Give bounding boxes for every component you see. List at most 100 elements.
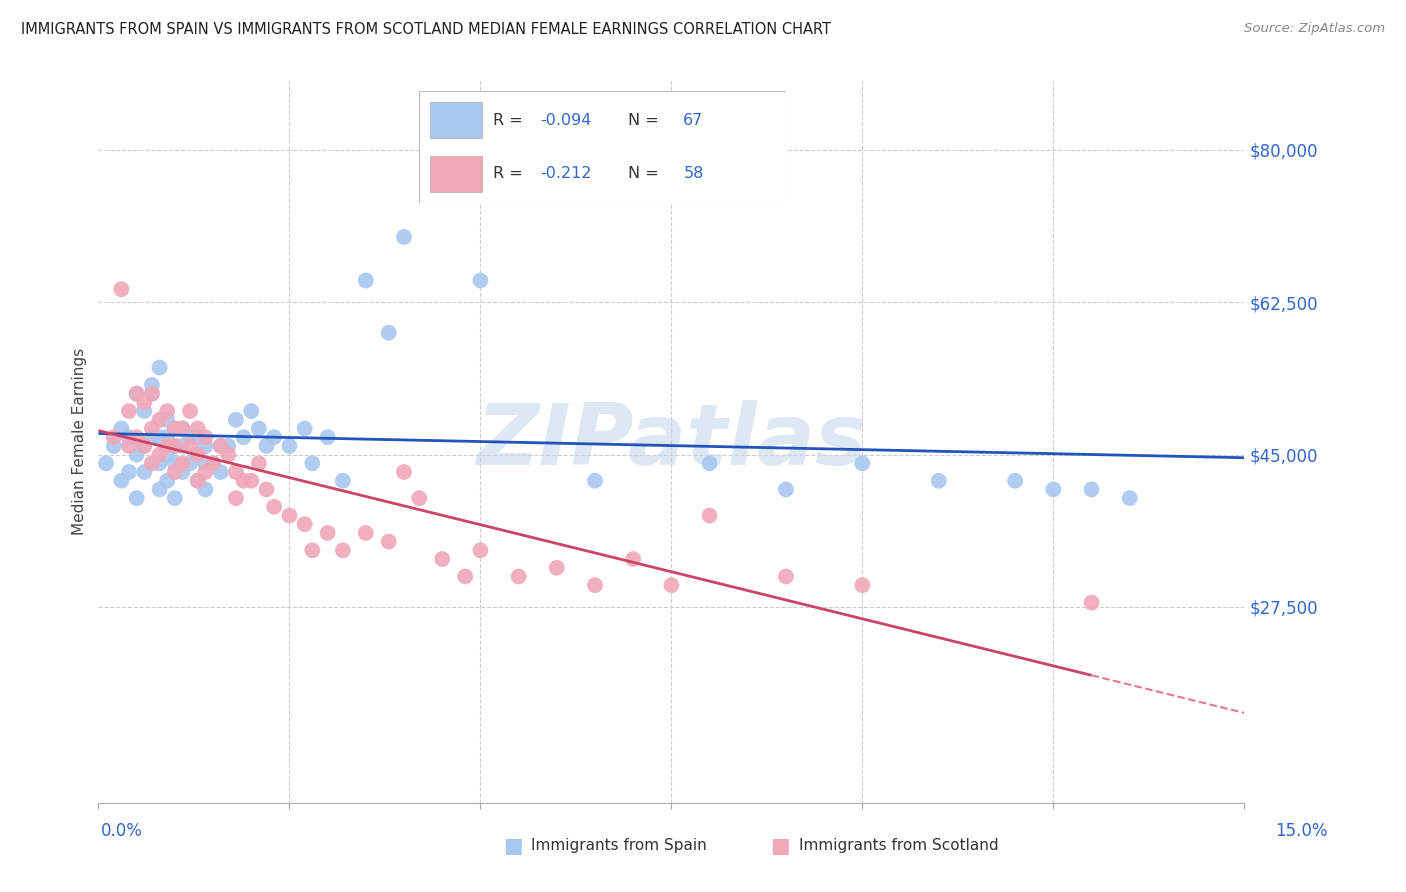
Point <box>163 421 186 435</box>
Point <box>163 439 186 453</box>
Point <box>621 552 644 566</box>
Point <box>225 465 247 479</box>
Point <box>316 430 339 444</box>
Point <box>377 534 399 549</box>
Point <box>392 465 415 479</box>
Text: 15.0%: 15.0% <box>1275 822 1327 840</box>
Point <box>928 474 950 488</box>
Point <box>316 525 339 540</box>
Point <box>163 465 186 479</box>
Point <box>187 430 209 444</box>
Point <box>583 474 606 488</box>
Point <box>263 430 285 444</box>
Point <box>775 569 797 583</box>
Text: 0.0%: 0.0% <box>101 822 143 840</box>
Point <box>172 465 194 479</box>
Point <box>134 404 156 418</box>
Point <box>163 421 186 435</box>
Point <box>294 517 316 532</box>
Point <box>1042 483 1064 497</box>
Point <box>134 395 156 409</box>
Point <box>232 474 254 488</box>
Point <box>163 491 186 505</box>
Point <box>278 508 301 523</box>
Point <box>225 413 247 427</box>
Point <box>1080 483 1102 497</box>
Point <box>392 230 415 244</box>
Point <box>699 508 721 523</box>
Point <box>217 448 239 462</box>
Point <box>125 430 148 444</box>
Point <box>141 378 163 392</box>
Point <box>148 456 170 470</box>
Point <box>194 465 217 479</box>
Point <box>256 483 278 497</box>
Point <box>209 439 232 453</box>
Point <box>187 448 209 462</box>
Point <box>1080 596 1102 610</box>
Point <box>851 578 873 592</box>
Point <box>454 569 477 583</box>
Point <box>187 474 209 488</box>
Point <box>354 273 377 287</box>
Point <box>775 483 797 497</box>
Point <box>125 386 148 401</box>
Point <box>156 404 179 418</box>
Point <box>118 439 141 453</box>
Point <box>163 439 186 453</box>
Point <box>156 448 179 462</box>
Point <box>1004 474 1026 488</box>
Point <box>118 465 141 479</box>
Point <box>179 404 201 418</box>
Point <box>141 386 163 401</box>
Text: IMMIGRANTS FROM SPAIN VS IMMIGRANTS FROM SCOTLAND MEDIAN FEMALE EARNINGS CORRELA: IMMIGRANTS FROM SPAIN VS IMMIGRANTS FROM… <box>21 22 831 37</box>
Text: Source: ZipAtlas.com: Source: ZipAtlas.com <box>1244 22 1385 36</box>
Point <box>470 273 492 287</box>
Point <box>851 456 873 470</box>
Point <box>1119 491 1142 505</box>
Point <box>187 474 209 488</box>
Point <box>294 421 316 435</box>
Point <box>110 474 132 488</box>
Point <box>278 439 301 453</box>
Point <box>194 456 217 470</box>
Point <box>148 430 170 444</box>
Point <box>156 430 179 444</box>
Point <box>256 439 278 453</box>
Point <box>156 439 179 453</box>
Point <box>125 448 148 462</box>
Point <box>194 483 217 497</box>
Point <box>125 491 148 505</box>
Point <box>148 448 170 462</box>
Point <box>187 421 209 435</box>
Point <box>141 456 163 470</box>
Point <box>202 456 225 470</box>
Point <box>141 421 163 435</box>
Point <box>172 439 194 453</box>
Point <box>209 439 232 453</box>
Point <box>202 456 225 470</box>
Point <box>332 543 354 558</box>
Point <box>217 439 239 453</box>
Point <box>187 448 209 462</box>
Point <box>179 439 201 453</box>
Point <box>125 386 148 401</box>
Point <box>247 456 270 470</box>
Point <box>110 421 132 435</box>
Point <box>354 525 377 540</box>
Point <box>209 465 232 479</box>
Point <box>263 500 285 514</box>
Point <box>103 430 125 444</box>
Point <box>172 421 194 435</box>
Point <box>661 578 683 592</box>
Point <box>470 543 492 558</box>
Point <box>225 491 247 505</box>
Point <box>377 326 399 340</box>
Point <box>247 421 270 435</box>
Point <box>332 474 354 488</box>
Point <box>508 569 530 583</box>
Point <box>172 421 194 435</box>
Point <box>156 474 179 488</box>
Text: ■: ■ <box>503 836 523 855</box>
Point <box>179 430 201 444</box>
